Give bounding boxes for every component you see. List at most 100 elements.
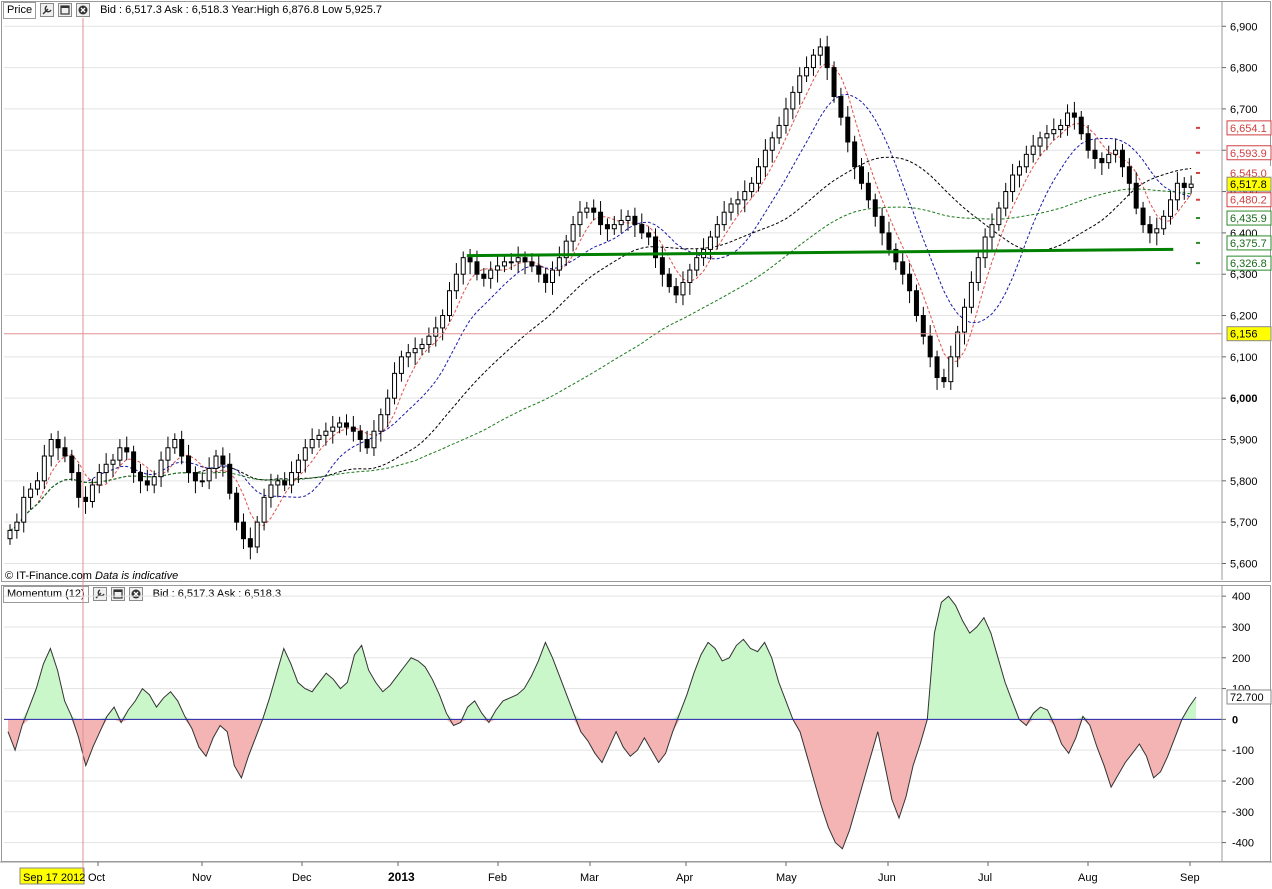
window-icon[interactable] (110, 587, 125, 601)
price-value-label: 6,593.9 (1230, 148, 1267, 160)
ma-green-line (9, 188, 1192, 531)
candle-body (694, 257, 700, 271)
candle-body (1058, 124, 1064, 131)
close-icon[interactable] (76, 3, 91, 17)
momentum-tick-label: -100 (1232, 745, 1254, 757)
candle-body (536, 265, 542, 275)
price-value-badge (1226, 120, 1272, 136)
candle-body (1051, 129, 1057, 135)
candle-body (529, 261, 535, 267)
candle-body (776, 124, 782, 139)
candle-body (1010, 174, 1016, 193)
candle-body (220, 455, 226, 465)
price-level-marker (1196, 262, 1200, 265)
candle-body (756, 166, 762, 184)
candle-body (604, 224, 610, 230)
price-level-marker (1196, 171, 1200, 174)
candle-body (350, 426, 356, 432)
candlesticks (7, 35, 1194, 560)
candle-body (76, 472, 82, 498)
candle-body (330, 426, 336, 432)
momentum-value-label: 72.700 (1230, 692, 1264, 704)
price-tick-label: 6,000 (1230, 393, 1258, 405)
price-panel (1, 1, 1271, 582)
momentum-quote: Bid : 6,517.3 Ask : 6,518.3 (152, 588, 282, 600)
candle-body (460, 257, 466, 275)
candle-body (927, 335, 933, 358)
candle-body (852, 141, 858, 168)
candle-body (955, 331, 961, 358)
candle-body (831, 67, 837, 98)
price-value-label: 6,435.9 (1230, 213, 1267, 225)
candle-body (467, 257, 473, 263)
candle-body (69, 455, 75, 474)
candle-body (962, 306, 968, 333)
candle-body (412, 348, 418, 354)
candle-body (357, 430, 363, 440)
price-y-axis: 6,9006,8006,7006,6006,5006,4006,3006,200… (1196, 2, 1272, 580)
candle-body (295, 459, 301, 474)
price-grid (4, 25, 1222, 564)
candle-body (227, 463, 233, 494)
price-tick-label: 6,300 (1230, 269, 1258, 281)
candle-body (982, 236, 988, 259)
candle-body (378, 414, 384, 432)
candle-body (941, 377, 947, 383)
price-value-label: 6,480.2 (1230, 195, 1267, 207)
candle-body (364, 439, 370, 449)
candle-body (316, 434, 322, 440)
candle-body (419, 343, 425, 350)
candle-body (886, 232, 892, 250)
candle-body (55, 439, 61, 449)
candle-body (1099, 158, 1105, 164)
close-icon[interactable] (128, 587, 143, 601)
candle-body (309, 439, 315, 449)
crosshair (4, 18, 1222, 872)
candle-body (865, 182, 871, 201)
momentum-negative-area (8, 719, 1196, 849)
price-tick-label: 6,800 (1230, 63, 1258, 75)
candle-body (618, 219, 624, 226)
candle-body (488, 269, 494, 279)
support-trendline (466, 247, 1174, 258)
candle-body (680, 281, 686, 296)
candle-body (48, 439, 54, 457)
price-value-label: 6,654.1 (1230, 123, 1267, 135)
x-tick-label: Jul (978, 872, 992, 884)
candle-body (563, 240, 569, 259)
price-tick-label: 6,900 (1230, 21, 1258, 33)
wrench-icon[interactable] (92, 587, 107, 601)
price-tick-label: 5,700 (1230, 517, 1258, 529)
candle-body (392, 372, 398, 399)
candle-body (323, 430, 329, 436)
candle-body (515, 257, 521, 263)
candle-body (501, 261, 507, 267)
price-tick-label: 5,900 (1230, 435, 1258, 447)
candle-body (632, 215, 638, 226)
candle-body (62, 447, 68, 457)
x-axis: Oct Nov Dec 2013 Feb Mar Apr May Jun Jul Aug Sep Sep… (0, 861, 1272, 885)
candle-body (385, 397, 391, 416)
candle-body (1037, 137, 1043, 147)
price-value-badge (1226, 210, 1272, 226)
candle-body (714, 224, 720, 238)
candle-body (625, 215, 631, 221)
candle-body (1188, 183, 1194, 188)
price-level-marker (1196, 151, 1200, 154)
price-tick-label: 5,600 (1230, 558, 1258, 570)
candle-body (598, 211, 604, 226)
candle-body (1030, 145, 1036, 155)
window-icon[interactable] (58, 3, 73, 17)
candle-body (584, 207, 590, 213)
candle-body (453, 273, 459, 292)
candle-body (433, 327, 439, 337)
price-tick-label: 6,200 (1230, 311, 1258, 323)
candle-body (7, 529, 13, 540)
candle-body (247, 538, 253, 548)
wrench-icon[interactable] (40, 3, 55, 17)
candle-body (289, 472, 295, 486)
price-titlebar: Price Bid : 6,517.3 Ask : 6,518.3 Year:H… (3, 1, 382, 19)
price-value-badge (1226, 235, 1272, 251)
candle-body (495, 265, 501, 271)
